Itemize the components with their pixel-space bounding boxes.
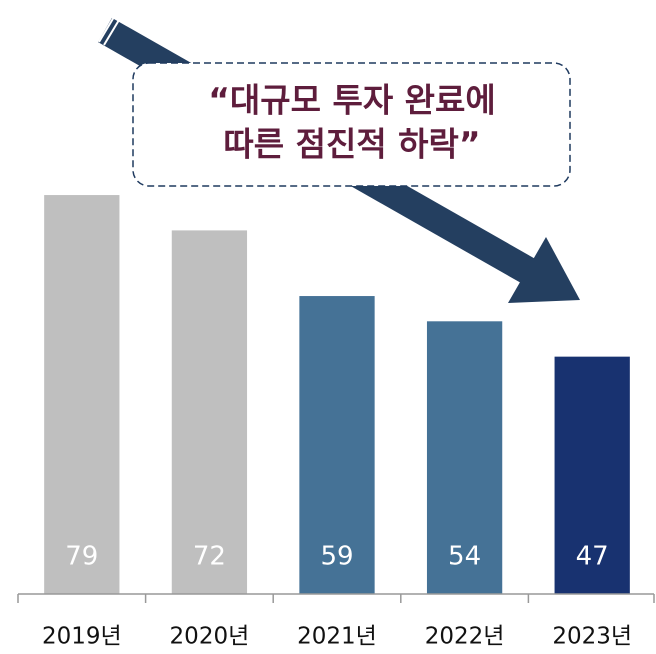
annotation: 따른 점진적 하락” xyxy=(223,125,480,164)
value-label: 72 xyxy=(193,542,226,572)
x-tick-label: 2021년 xyxy=(297,624,377,650)
annotation-box xyxy=(132,62,571,187)
annotation: “대규모 투자 완료에 xyxy=(208,81,496,120)
bar xyxy=(44,195,120,595)
bar xyxy=(171,230,248,594)
x-tick-label: 2020년 xyxy=(170,624,250,650)
bar xyxy=(426,321,503,594)
value-label: 47 xyxy=(576,542,609,572)
x-tick-label: 2022년 xyxy=(425,624,505,650)
value-label: 54 xyxy=(448,542,481,572)
value-label: 79 xyxy=(65,542,98,572)
x-tick-label: 2019년 xyxy=(42,624,122,650)
bar xyxy=(299,296,375,594)
value-label: 59 xyxy=(320,542,353,572)
bar xyxy=(554,356,630,594)
x-tick-label: 2023년 xyxy=(552,624,632,650)
